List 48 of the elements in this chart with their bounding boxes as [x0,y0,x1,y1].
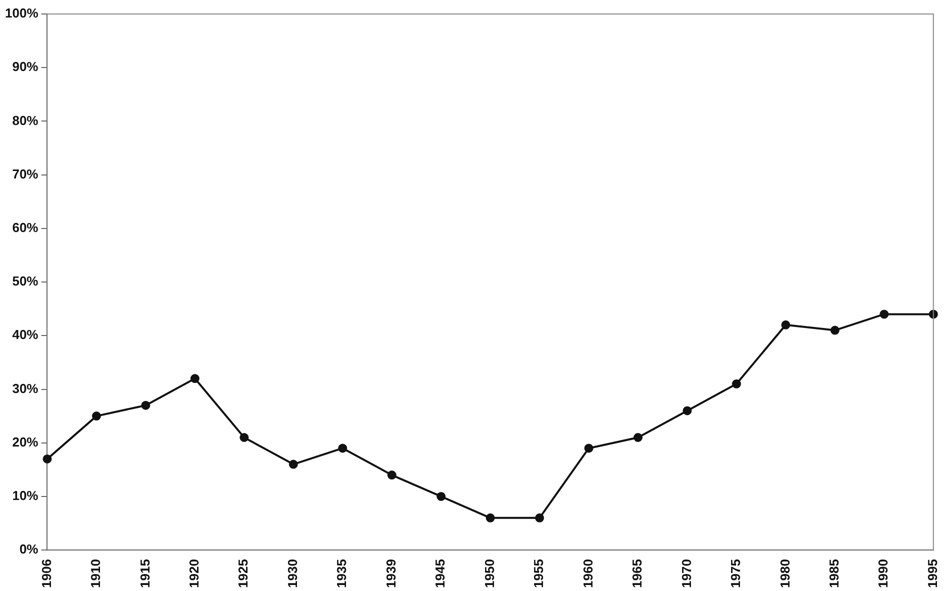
point [190,374,200,384]
x-tick-label: 1915 [137,559,152,588]
point [436,492,446,501]
point [338,444,348,453]
point [584,444,594,453]
x-tick-label: 1935 [334,559,350,588]
point [141,400,150,410]
y-tick-label: 40% [12,327,39,342]
point [535,513,544,522]
x-tick-label: 1955 [531,559,546,588]
point [830,326,840,335]
x-tick-label: 1910 [88,559,104,588]
point [880,310,889,319]
y-tick-label: 10% [12,488,39,504]
y-tick-label: 90% [12,59,39,74]
x-tick-label: 1965 [630,559,645,588]
x-tick-label: 1985 [826,559,842,588]
point [42,454,52,464]
x-tick-label: 1939 [383,559,398,588]
point [92,412,101,421]
x-tick-label: 1990 [876,559,891,588]
x-tick-label: 1995 [924,559,940,588]
point [781,320,790,330]
x-tick-label: 1906 [38,559,54,588]
y-tick-label: 50% [12,274,39,289]
y-tick-label: 80% [12,112,39,128]
y-tick-label: 0% [19,542,39,557]
point [486,513,495,522]
x-tick-label: 1945 [432,559,448,588]
point [732,379,741,388]
x-tick-label: 1970 [678,559,694,588]
point [634,433,643,442]
x-tick-label: 1920 [186,559,202,588]
y-tick-label: 20% [12,434,39,450]
x-tick-label: 1930 [284,559,300,588]
y-tick-label: 60% [12,220,39,236]
point [387,470,396,480]
point [288,460,298,469]
x-tick-label: 1975 [728,559,744,588]
y-tick-label: 100% [5,6,39,21]
x-tick-label: 1925 [236,559,251,588]
point [240,433,249,442]
x-tick-label: 1950 [482,559,497,588]
y-tick-label: 30% [12,380,39,396]
point [682,406,692,416]
x-tick-label: 1960 [580,559,596,588]
x-tick-label: 1980 [777,559,792,588]
y-tick-label: 70% [12,166,39,182]
